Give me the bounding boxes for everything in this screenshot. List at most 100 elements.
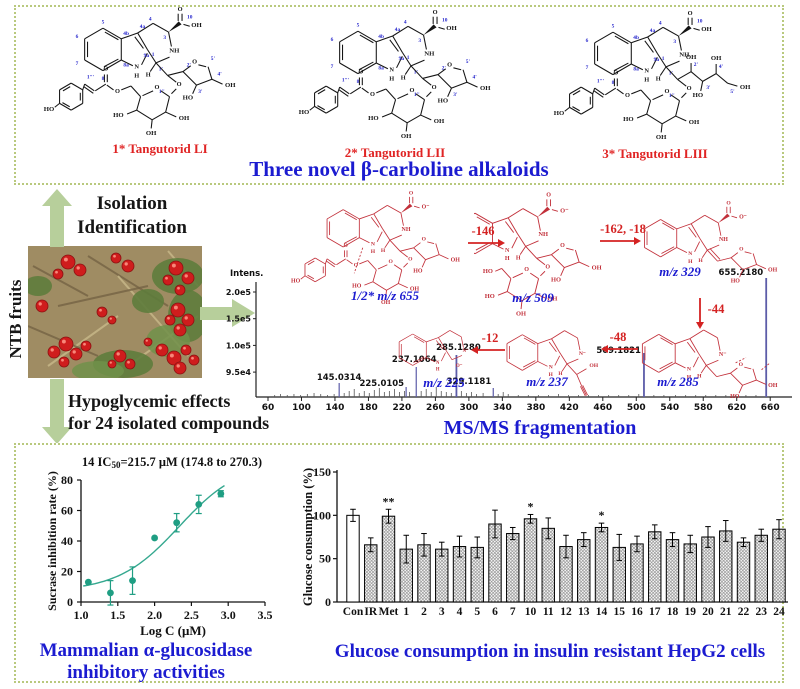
structure-label-3: 3* Tangutorid LIII (602, 146, 708, 161)
svg-text:100: 100 (292, 403, 311, 412)
svg-text:HO: HO (551, 276, 561, 283)
fragmentation-arrows (468, 237, 704, 354)
svg-text:HO: HO (438, 98, 449, 105)
svg-text:14: 14 (596, 606, 608, 618)
svg-text:10: 10 (525, 606, 537, 618)
svg-text:HO: HO (368, 115, 379, 122)
svg-text:20: 20 (702, 606, 714, 618)
svg-text:O: O (409, 87, 414, 94)
mz-655-label: 1/2* m/z 655 (351, 288, 419, 303)
svg-text:O: O (408, 257, 413, 263)
svg-text:HO: HO (483, 268, 493, 275)
svg-text:340: 340 (493, 403, 512, 412)
svg-text:4a: 4a (140, 24, 146, 30)
svg-text:4: 4 (149, 16, 152, 22)
svg-text:7: 7 (586, 65, 589, 71)
svg-text:**: ** (383, 494, 395, 508)
svg-text:OH: OH (191, 22, 202, 29)
svg-text:21: 21 (720, 606, 732, 618)
svg-text:1.5: 1.5 (110, 608, 125, 622)
svg-text:OH: OH (451, 257, 461, 263)
svg-text:OH: OH (686, 54, 697, 61)
svg-text:NH: NH (538, 231, 548, 238)
svg-text:O: O (613, 70, 618, 77)
svg-text:6: 6 (492, 606, 498, 618)
svg-text:Sucrase inhibition rate (%): Sucrase inhibition rate (%) (45, 471, 59, 611)
flow-arrows (42, 189, 255, 444)
svg-text:N: N (688, 251, 692, 257)
svg-text:O: O (103, 66, 108, 73)
loss-12-label: -12 (481, 331, 499, 345)
svg-text:225.0105: 225.0105 (359, 379, 404, 389)
svg-text:5: 5 (102, 19, 105, 25)
svg-text:OH: OH (146, 130, 157, 137)
svg-text:237.1064: 237.1064 (392, 355, 437, 365)
svg-text:13: 13 (578, 606, 590, 618)
svg-text:N: N (389, 67, 394, 74)
svg-text:NH: NH (402, 227, 411, 233)
svg-text:180: 180 (359, 403, 378, 412)
svg-text:H: H (146, 71, 151, 78)
top-caption: Three novel β-carboline alkaloids (249, 157, 549, 181)
svg-text:329.1181: 329.1181 (447, 377, 492, 387)
fragment-225-structure: NH N⁻ O⁻ (398, 330, 469, 372)
loss-44-label: -44 (707, 302, 725, 316)
left-chart-caption-line2: inhibitory activities (67, 662, 225, 683)
structure-label-1: 1* Tangutorid LI (112, 141, 208, 156)
svg-text:8: 8 (357, 79, 360, 85)
structure-label-2: 2* Tangutorid LII (344, 145, 446, 160)
svg-text:O: O (354, 262, 359, 268)
svg-text:OH: OH (480, 85, 491, 92)
svg-text:260: 260 (426, 403, 445, 412)
svg-text:N: N (436, 361, 440, 366)
left-chart-caption-line1: Mammalian α-glucosidase (39, 640, 253, 661)
svg-text:H: H (436, 367, 440, 372)
svg-text:460: 460 (593, 403, 612, 412)
svg-text:500: 500 (627, 403, 646, 412)
svg-text:O: O (688, 10, 693, 17)
svg-text:50: 50 (319, 552, 331, 566)
svg-text:285.1280: 285.1280 (436, 343, 481, 353)
svg-text:1: 1 (662, 56, 665, 62)
svg-text:3: 3 (418, 38, 421, 44)
svg-text:H: H (134, 72, 139, 79)
svg-text:620: 620 (727, 403, 746, 412)
svg-text:0: 0 (325, 595, 331, 609)
svg-text:O: O (524, 267, 529, 273)
ntb-fruits-photo (28, 246, 202, 378)
svg-text:IR: IR (364, 606, 377, 618)
loss-146-label: -146 (471, 224, 495, 238)
svg-text:N: N (371, 241, 375, 247)
svg-text:655.2180: 655.2180 (719, 268, 764, 278)
fragment-237-structure: NH N⁻ H OH (506, 330, 599, 397)
svg-text:10: 10 (697, 19, 703, 25)
svg-text:O⁻: O⁻ (560, 207, 568, 214)
svg-text:OH: OH (516, 310, 526, 317)
svg-text:H: H (697, 374, 702, 380)
svg-text:17: 17 (649, 606, 661, 618)
svg-text:O⁻: O⁻ (422, 205, 430, 211)
svg-text:3: 3 (163, 35, 166, 41)
svg-text:H: H (389, 75, 394, 82)
hypoglycemic-text-line1: Hypoglycemic effects (68, 391, 231, 411)
svg-text:NH: NH (424, 50, 435, 57)
svg-text:0: 0 (67, 595, 73, 609)
svg-text:2': 2' (187, 63, 192, 69)
svg-text:2.5: 2.5 (184, 608, 199, 622)
svg-text:O: O (154, 84, 159, 91)
svg-text:1''': 1''' (597, 78, 605, 84)
svg-text:100: 100 (313, 508, 331, 522)
svg-text:O: O (409, 190, 414, 196)
svg-text:HO: HO (485, 293, 495, 300)
svg-text:1': 1' (159, 67, 164, 73)
svg-text:HO: HO (44, 106, 55, 113)
svg-text:2.0: 2.0 (147, 608, 162, 622)
svg-text:OH: OH (711, 55, 722, 62)
svg-text:H: H (687, 374, 692, 380)
svg-text:O: O (560, 243, 565, 249)
mz-329-label: m/z 329 (659, 264, 701, 279)
svg-text:HO: HO (183, 95, 194, 102)
svg-text:10: 10 (442, 18, 448, 24)
svg-text:N⁻: N⁻ (579, 351, 586, 357)
